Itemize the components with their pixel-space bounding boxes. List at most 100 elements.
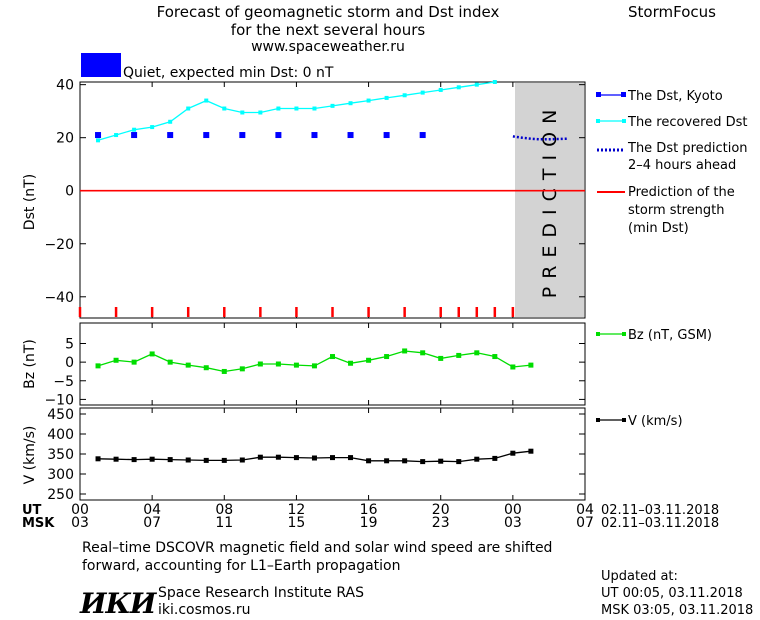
bz-point: [240, 366, 245, 371]
msk-tick-label: 03: [71, 515, 89, 531]
bz-point: [330, 354, 335, 359]
x-axis: UT MSK 00 04 08 12 16 20 00 04 03 07 11 …: [22, 502, 719, 531]
institute-name: Space Research Institute RAS: [158, 585, 364, 601]
v-axis-label: V (km/s): [22, 426, 38, 485]
v-tick-label: 350: [47, 447, 74, 463]
bz-point: [312, 363, 317, 368]
bz-point: [294, 363, 299, 368]
legend-storm-label-3: (min Dst): [628, 221, 689, 236]
bz-point: [492, 354, 497, 359]
dst-kyoto-point: [239, 132, 245, 138]
bz-point: [150, 351, 155, 356]
legend-prediction: The Dst prediction 2–4 hours ahead: [597, 141, 748, 173]
bz-point: [528, 363, 533, 368]
recovered-dst-point: [96, 138, 100, 142]
bz-point: [402, 348, 407, 353]
dst-tick-label: 0: [65, 184, 74, 200]
v-point: [204, 458, 209, 463]
recovered-dst-point: [276, 107, 280, 111]
bz-point: [510, 364, 515, 369]
updated-msk: MSK 03:05, 03.11.2018: [601, 603, 753, 618]
v-point: [276, 455, 281, 460]
recovered-dst-point: [493, 80, 497, 84]
website-link[interactable]: www.spaceweather.ru: [251, 39, 405, 55]
recovered-dst-line: [98, 82, 495, 140]
bz-point: [276, 362, 281, 367]
recovered-dst-point: [439, 88, 443, 92]
legend-storm: Prediction of the storm strength (min Ds…: [597, 185, 735, 236]
prediction-label: PREDICTION: [539, 102, 561, 299]
legend-bz: Bz (nT, GSM): [596, 328, 712, 343]
v-point: [240, 458, 245, 463]
legend-prediction-label-1: The Dst prediction: [627, 141, 748, 156]
v-tick-label: 400: [47, 427, 74, 443]
bz-point: [96, 363, 101, 368]
v-point: [96, 456, 101, 461]
chart-marks: [80, 80, 585, 500]
dst-axis-label: Dst (nT): [22, 174, 38, 230]
legend-storm-label-2: storm strength: [628, 203, 725, 218]
bz-point: [222, 369, 227, 374]
recovered-dst-point: [168, 120, 172, 124]
recovered-dst-point: [403, 93, 407, 97]
dst-tick-label: −20: [44, 237, 74, 253]
recovered-dst-point: [222, 107, 226, 111]
v-point: [114, 457, 119, 462]
legend-dst-kyoto: The Dst, Kyoto: [596, 89, 723, 104]
msk-tick-label: 03: [504, 515, 522, 531]
legend: The Dst, Kyoto The recovered Dst The Dst…: [596, 89, 748, 429]
bz-line: [98, 351, 531, 372]
msk-tick-label: 23: [432, 515, 450, 531]
bz-point: [438, 356, 443, 361]
bz-point: [186, 363, 191, 368]
recovered-dst-point: [331, 104, 335, 108]
bz-point: [258, 362, 263, 367]
v-point: [510, 451, 515, 456]
bz-tick-label: −10: [44, 392, 74, 408]
legend-prediction-label-2: 2–4 hours ahead: [628, 158, 736, 173]
msk-tick-label: 07: [143, 515, 161, 531]
legend-dst-kyoto-label: The Dst, Kyoto: [627, 89, 723, 104]
v-point: [312, 456, 317, 461]
dst-kyoto-point: [348, 132, 354, 138]
msk-tick-label: 11: [215, 515, 233, 531]
recovered-dst-point: [150, 125, 154, 129]
recovered-dst-point: [475, 83, 479, 87]
legend-recovered: The recovered Dst: [596, 115, 747, 130]
bz-axis-label: Bz (nT): [22, 339, 38, 389]
recovered-dst-point: [421, 91, 425, 95]
bz-tick-label: 0: [65, 355, 74, 371]
v-point: [222, 458, 227, 463]
brand-label: StormFocus: [628, 3, 716, 21]
legend-storm-label-1: Prediction of the: [628, 185, 735, 200]
recovered-dst-point: [312, 107, 316, 111]
bz-panel-frame: [80, 323, 585, 405]
v-point: [258, 455, 263, 460]
msk-date-range: 02.11–03.11.2018: [601, 516, 719, 531]
bz-point: [420, 350, 425, 355]
dst-kyoto-point: [95, 132, 101, 138]
footer: Real–time DSCOVR magnetic field and sola…: [79, 540, 753, 620]
bz-point: [204, 365, 209, 370]
msk-tick-label: 07: [576, 515, 594, 531]
msk-label: MSK: [22, 516, 55, 531]
v-point: [474, 457, 479, 462]
institute-website[interactable]: iki.cosmos.ru: [158, 602, 250, 618]
recovered-dst-point: [367, 99, 371, 103]
bz-point: [474, 350, 479, 355]
v-tick-label: 250: [47, 487, 74, 503]
dst-kyoto-point: [275, 132, 281, 138]
footer-note-line-1: Real–time DSCOVR magnetic field and sola…: [82, 540, 552, 556]
legend-recovered-label: The recovered Dst: [627, 115, 747, 130]
v-point: [366, 458, 371, 463]
bz-point: [114, 358, 119, 363]
v-point: [420, 459, 425, 464]
status-text: Quiet, expected min Dst: 0 nT: [123, 65, 334, 81]
updated-label: Updated at:: [601, 569, 678, 584]
status-swatch: [81, 53, 121, 77]
chart-title-line-2: for the next several hours: [231, 21, 426, 39]
dst-panel-frame: [80, 82, 585, 318]
dst-tick-label: −40: [44, 290, 74, 306]
v-point: [348, 455, 353, 460]
